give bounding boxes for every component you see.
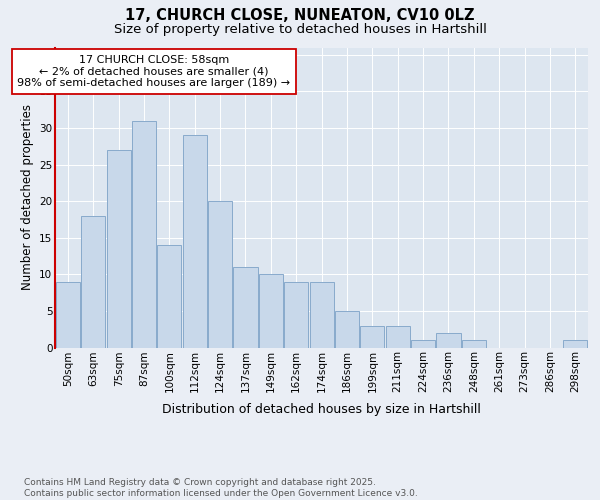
Text: 17 CHURCH CLOSE: 58sqm
← 2% of detached houses are smaller (4)
98% of semi-detac: 17 CHURCH CLOSE: 58sqm ← 2% of detached … — [17, 55, 290, 88]
Bar — [233, 267, 257, 347]
Bar — [563, 340, 587, 347]
Bar — [335, 311, 359, 348]
Bar — [182, 136, 207, 348]
Bar — [310, 282, 334, 348]
Bar — [284, 282, 308, 348]
Bar — [157, 245, 181, 348]
Bar — [436, 333, 461, 347]
Bar — [208, 201, 232, 348]
Bar — [411, 340, 435, 347]
Text: 17, CHURCH CLOSE, NUNEATON, CV10 0LZ: 17, CHURCH CLOSE, NUNEATON, CV10 0LZ — [125, 8, 475, 22]
Bar — [107, 150, 131, 348]
Text: Distribution of detached houses by size in Hartshill: Distribution of detached houses by size … — [162, 402, 481, 415]
Bar — [259, 274, 283, 347]
Bar — [56, 282, 80, 348]
Bar — [462, 340, 486, 347]
Bar — [132, 120, 156, 348]
Text: Contains HM Land Registry data © Crown copyright and database right 2025.
Contai: Contains HM Land Registry data © Crown c… — [24, 478, 418, 498]
Bar — [360, 326, 385, 347]
Text: Size of property relative to detached houses in Hartshill: Size of property relative to detached ho… — [113, 22, 487, 36]
Bar — [81, 216, 106, 348]
Y-axis label: Number of detached properties: Number of detached properties — [20, 104, 34, 290]
Bar — [386, 326, 410, 347]
